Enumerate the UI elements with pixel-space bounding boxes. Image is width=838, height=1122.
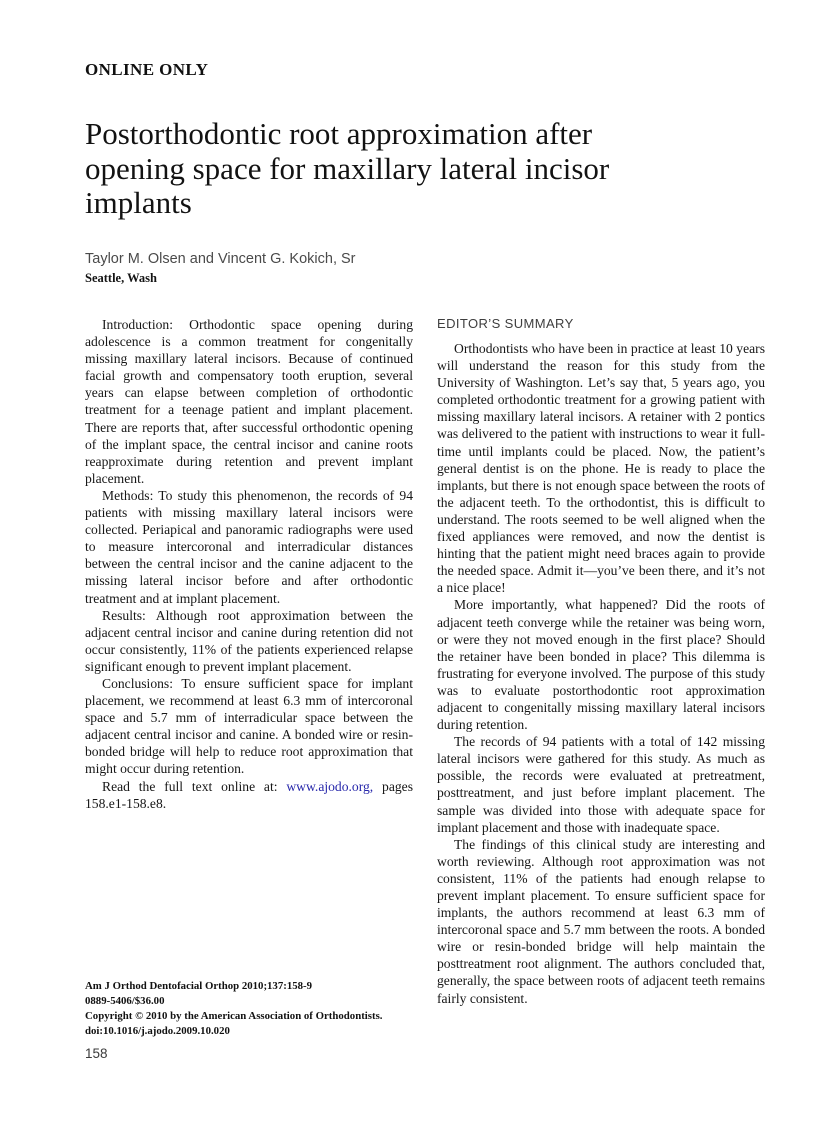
summary-paragraph: Orthodontists who have been in practice … xyxy=(437,341,765,596)
citation-journal-line: Am J Orthod Dentofacial Orthop 2010;137:… xyxy=(85,980,313,992)
abstract-paragraph-methods: Methods: To study this phenomenon, the r… xyxy=(85,487,413,606)
summary-paragraph: The findings of this clinical study are … xyxy=(437,836,765,1006)
read-full-text-line: Read the full text online at: www.ajodo.… xyxy=(85,778,413,812)
ajodo-link[interactable]: www.ajodo.org, xyxy=(286,778,374,794)
location-line: Seattle, Wash xyxy=(85,271,157,285)
editors-summary-heading: EDITOR’S SUMMARY xyxy=(437,316,574,331)
read-full-text-suffix: pages 158.e1-158.e8. xyxy=(85,778,413,811)
summary-paragraph: The records of 94 patients with a total … xyxy=(437,734,765,835)
online-only-kicker: ONLINE ONLY xyxy=(85,60,209,79)
citation-issn-line: 0889-5406/$36.00 xyxy=(85,995,165,1007)
editors-summary-column: EDITOR’S SUMMARY Orthodontists who have … xyxy=(437,316,765,1007)
abstract-paragraph-results: Results: Although root approximation bet… xyxy=(85,607,413,674)
citation-block: Am J Orthod Dentofacial Orthop 2010;137:… xyxy=(85,979,383,1039)
page-number: 158 xyxy=(85,1046,108,1061)
citation-copyright-line: Copyright © 2010 by the American Associa… xyxy=(85,1010,383,1022)
two-column-body: Introduction: Orthodontic space opening … xyxy=(85,316,765,1007)
summary-paragraph: More importantly, what happened? Did the… xyxy=(437,597,765,733)
authors-line: Taylor M. Olsen and Vincent G. Kokich, S… xyxy=(85,251,356,267)
read-full-text-prefix: Read the full text online at: xyxy=(102,778,287,794)
article-title: Postorthodontic root approximation after… xyxy=(85,116,610,220)
abstract-paragraph-conclusions: Conclusions: To ensure sufficient space … xyxy=(85,675,413,777)
abstract-column: Introduction: Orthodontic space opening … xyxy=(85,316,413,1007)
citation-doi-line: doi:10.1016/j.ajodo.2009.10.020 xyxy=(85,1025,230,1037)
abstract-paragraph-introduction: Introduction: Orthodontic space opening … xyxy=(85,317,413,486)
